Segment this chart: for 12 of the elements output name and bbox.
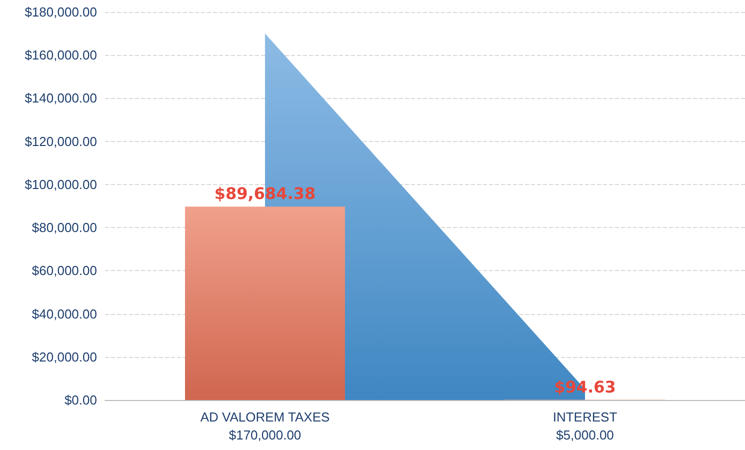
y-tick-label: $180,000.00 (24, 4, 97, 20)
y-tick-label: $80,000.00 (32, 220, 97, 236)
y-tick-label: $120,000.00 (24, 134, 97, 149)
y-tick-label: $60,000.00 (32, 263, 97, 278)
x-tick-label: INTEREST $5,000.00 (552, 410, 618, 442)
y-tick-label: $20,000.00 (32, 349, 97, 364)
y-tick-label: $160,000.00 (24, 48, 97, 63)
x-tick-label: AD VALOREM TAXES $170,000.00 (200, 410, 330, 442)
y-tick-label: $140,000.00 (24, 90, 97, 106)
y-tick-label: $0.00 (64, 392, 97, 408)
y-tick-label: $100,000.00 (24, 176, 97, 192)
y-tick-label: $40,000.00 (32, 306, 97, 322)
